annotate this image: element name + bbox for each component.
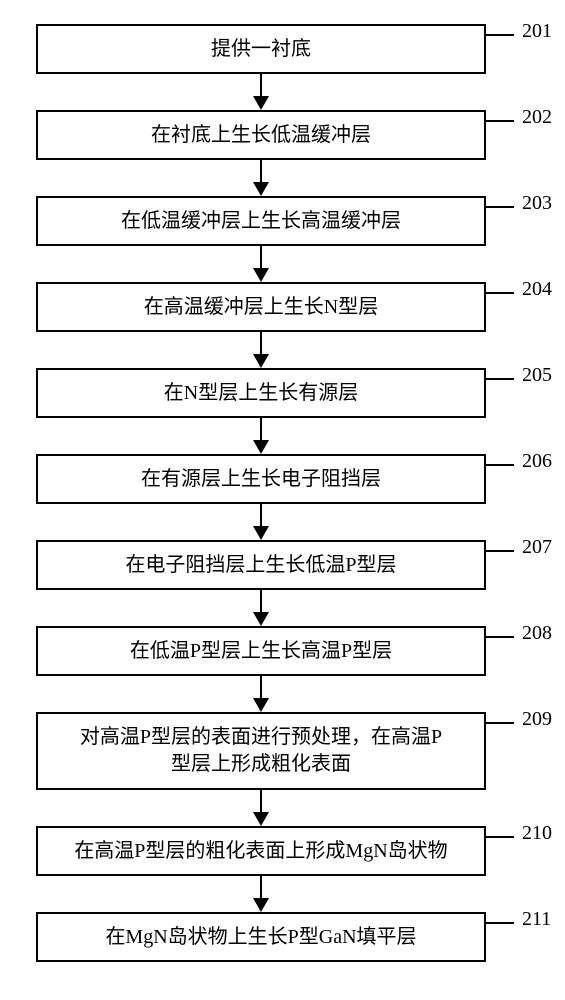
process-flowchart: 提供一衬底 201 在衬底上生长低温缓冲层 202 在低温缓冲层上生长高温缓冲层… bbox=[36, 24, 486, 962]
arrow bbox=[36, 676, 486, 712]
step-203: 在低温缓冲层上生长高温缓冲层 203 bbox=[36, 196, 486, 246]
arrow bbox=[36, 246, 486, 282]
leader-line bbox=[486, 34, 514, 36]
step-204: 在高温缓冲层上生长N型层 204 bbox=[36, 282, 486, 332]
arrow bbox=[36, 504, 486, 540]
step-208: 在低温P型层上生长高温P型层 208 bbox=[36, 626, 486, 676]
step-number: 207 bbox=[522, 536, 552, 559]
leader-line bbox=[486, 206, 514, 208]
step-box: 在高温缓冲层上生长N型层 bbox=[36, 282, 486, 332]
step-number: 208 bbox=[522, 622, 552, 645]
leader-line bbox=[486, 292, 514, 294]
arrow bbox=[36, 876, 486, 912]
step-box: 在衬底上生长低温缓冲层 bbox=[36, 110, 486, 160]
step-number: 203 bbox=[522, 192, 552, 215]
step-label: 提供一衬底 bbox=[211, 36, 311, 63]
step-box: 在高温P型层的粗化表面上形成MgN岛状物 bbox=[36, 826, 486, 876]
step-number: 211 bbox=[522, 908, 551, 931]
step-label: 在高温缓冲层上生长N型层 bbox=[144, 294, 378, 321]
step-205: 在N型层上生长有源层 205 bbox=[36, 368, 486, 418]
step-label: 在衬底上生长低温缓冲层 bbox=[151, 122, 371, 149]
step-209: 对高温P型层的表面进行预处理，在高温P 型层上形成粗化表面 209 bbox=[36, 712, 486, 790]
step-label: 在电子阻挡层上生长低温P型层 bbox=[125, 552, 396, 579]
arrow bbox=[36, 590, 486, 626]
arrow bbox=[36, 160, 486, 196]
step-label: 在有源层上生长电子阻挡层 bbox=[141, 466, 381, 493]
step-label: 对高温P型层的表面进行预处理，在高温P 型层上形成粗化表面 bbox=[80, 724, 442, 778]
step-207: 在电子阻挡层上生长低温P型层 207 bbox=[36, 540, 486, 590]
step-number: 205 bbox=[522, 364, 552, 387]
step-label: 在高温P型层的粗化表面上形成MgN岛状物 bbox=[74, 838, 447, 865]
arrow bbox=[36, 790, 486, 826]
step-box: 在低温P型层上生长高温P型层 bbox=[36, 626, 486, 676]
arrow bbox=[36, 418, 486, 454]
step-box: 提供一衬底 bbox=[36, 24, 486, 74]
step-box: 在有源层上生长电子阻挡层 bbox=[36, 454, 486, 504]
leader-line bbox=[486, 836, 514, 838]
step-201: 提供一衬底 201 bbox=[36, 24, 486, 74]
step-206: 在有源层上生长电子阻挡层 206 bbox=[36, 454, 486, 504]
step-number: 210 bbox=[522, 822, 552, 845]
step-box: 在电子阻挡层上生长低温P型层 bbox=[36, 540, 486, 590]
step-210: 在高温P型层的粗化表面上形成MgN岛状物 210 bbox=[36, 826, 486, 876]
step-number: 206 bbox=[522, 450, 552, 473]
leader-line bbox=[486, 378, 514, 380]
step-label: 在MgN岛状物上生长P型GaN填平层 bbox=[105, 924, 416, 951]
step-label: 在低温缓冲层上生长高温缓冲层 bbox=[121, 208, 401, 235]
leader-line bbox=[486, 922, 514, 924]
step-box: 在N型层上生长有源层 bbox=[36, 368, 486, 418]
step-label: 在N型层上生长有源层 bbox=[164, 380, 358, 407]
leader-line bbox=[486, 120, 514, 122]
step-label: 在低温P型层上生长高温P型层 bbox=[130, 638, 392, 665]
leader-line bbox=[486, 722, 514, 724]
step-202: 在衬底上生长低温缓冲层 202 bbox=[36, 110, 486, 160]
step-number: 204 bbox=[522, 278, 552, 301]
step-211: 在MgN岛状物上生长P型GaN填平层 211 bbox=[36, 912, 486, 962]
step-number: 209 bbox=[522, 708, 552, 731]
step-box: 在MgN岛状物上生长P型GaN填平层 bbox=[36, 912, 486, 962]
leader-line bbox=[486, 550, 514, 552]
step-number: 201 bbox=[522, 20, 552, 43]
leader-line bbox=[486, 636, 514, 638]
arrow bbox=[36, 74, 486, 110]
leader-line bbox=[486, 464, 514, 466]
step-box: 对高温P型层的表面进行预处理，在高温P 型层上形成粗化表面 bbox=[36, 712, 486, 790]
step-number: 202 bbox=[522, 106, 552, 129]
step-box: 在低温缓冲层上生长高温缓冲层 bbox=[36, 196, 486, 246]
arrow bbox=[36, 332, 486, 368]
